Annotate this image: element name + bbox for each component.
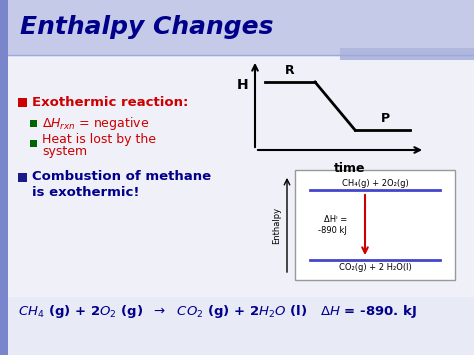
Text: is exothermic!: is exothermic! (32, 186, 139, 198)
Text: Enthalpy Changes: Enthalpy Changes (20, 15, 273, 39)
Bar (295, 170, 455, 280)
Bar (30, 120, 37, 127)
Bar (18, 173, 27, 182)
Text: CH₄(g) + 2O₂(g): CH₄(g) + 2O₂(g) (342, 179, 409, 187)
Text: system: system (42, 146, 87, 158)
Text: Enthalpy: Enthalpy (273, 207, 282, 244)
Text: R: R (285, 64, 295, 77)
Text: $CH_4$ (g) + 2$O_2$ (g)  $\rightarrow$  $CO_2$ (g) + 2$H_2O$ (l)   $\Delta H$ = : $CH_4$ (g) + 2$O_2$ (g) $\rightarrow$ $C… (18, 302, 417, 320)
Bar (8, 297, 474, 325)
Text: Heat is lost by the: Heat is lost by the (42, 133, 156, 147)
Text: Combustion of methane: Combustion of methane (32, 170, 211, 184)
Bar (0, 0, 8, 355)
Bar (18, 98, 27, 107)
Bar (340, 48, 474, 60)
Text: time: time (334, 162, 366, 175)
Text: $\Delta H_{rxn}$ = negative: $\Delta H_{rxn}$ = negative (42, 115, 149, 132)
Text: P: P (381, 112, 390, 125)
Text: Exothermic reaction:: Exothermic reaction: (32, 97, 188, 109)
Bar (8, 0, 474, 55)
Bar (30, 140, 37, 147)
Text: H: H (237, 78, 249, 92)
Bar (8, 57, 474, 325)
Text: CO₂(g) + 2 H₂O(l): CO₂(g) + 2 H₂O(l) (338, 263, 411, 273)
Text: ΔHᴵ =
-890 kJ: ΔHᴵ = -890 kJ (318, 215, 347, 235)
